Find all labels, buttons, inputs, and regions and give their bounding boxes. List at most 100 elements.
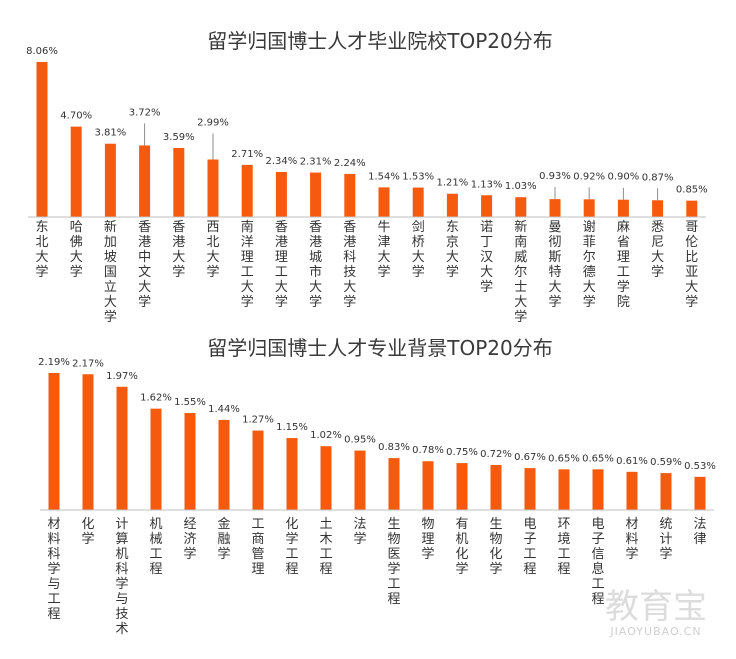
bar [660, 473, 672, 510]
data-label: 2.71% [231, 149, 263, 160]
bar [481, 195, 493, 217]
category-label: 谢菲尔德大学 [583, 219, 596, 310]
data-label: 1.97% [106, 371, 138, 382]
chart-majors: 留学归国博士人才专业背景TOP20分布 2.19% 2.17%1.97%1.62%… [38, 336, 716, 637]
category-label: 曼彻斯特大学 [548, 220, 561, 310]
bar [549, 199, 561, 217]
data-label: 1.44% [208, 404, 240, 415]
data-label: 1.27% [242, 415, 274, 426]
bar [354, 450, 366, 510]
bar [241, 164, 253, 217]
bar [207, 159, 219, 217]
category-label: 香港理工大学 [275, 220, 288, 310]
bar [139, 145, 151, 217]
category-label: 经济学 [183, 517, 196, 562]
bar [36, 62, 48, 217]
category-label: 材料科学与工程 [47, 517, 60, 622]
data-label: 2.31% [300, 157, 332, 168]
watermark-url: JIAOYUBAO.CN [609, 625, 701, 638]
data-label: 0.83% [378, 442, 410, 453]
data-label: 2.19% [38, 357, 70, 368]
bar [694, 476, 706, 510]
category-label: 材料学 [625, 517, 638, 562]
category-label-group: 材料科学与工程 化学 计算机科学与技术 机械工程 经济学 金融学 工商管理 化学工程 土木工程 法… [47, 516, 706, 637]
data-label: 0.53% [684, 461, 716, 472]
data-label: 1.54% [368, 171, 400, 182]
chart-graduate-schools: 留学归国博士人才毕业院校TOP20分布 8.06% 4.70%3.81%3.72%… [26, 29, 708, 325]
data-label-group: 8.06% 4.70%3.81%3.72% 3.59%2.99% 2.71%2.34%… [26, 46, 708, 196]
category-label: 化学工程 [285, 517, 298, 577]
category-label: 剑桥大学 [412, 219, 425, 280]
category-label: 诺丁汉大学 [480, 220, 493, 295]
data-label: 1.15% [276, 422, 308, 433]
category-label-group: 东北大学 哈佛大学 新加坡国立大学 香港中文大学 香港大学 西北大学 南洋理工大学 香港理工大… [35, 219, 698, 325]
bar [70, 126, 82, 217]
data-label: 3.81% [95, 128, 127, 139]
data-label: 3.59% [163, 132, 195, 143]
bar [456, 463, 468, 510]
data-label: 3.72% [129, 107, 161, 118]
category-label: 西北大学 [206, 220, 219, 280]
category-label: 物理学 [421, 517, 434, 562]
bar [422, 461, 434, 510]
data-label: 0.72% [480, 449, 512, 460]
data-label: 1.02% [310, 430, 342, 441]
category-label: 机械工程 [149, 517, 162, 577]
category-label: 香港大学 [172, 220, 185, 280]
watermark-logo-text: 教育宝 [605, 587, 707, 627]
bar [344, 173, 356, 217]
data-label: 1.21% [437, 178, 469, 189]
data-label: 0.93% [539, 171, 571, 182]
bar [275, 172, 287, 217]
category-label: 计算机科学与技术 [115, 517, 128, 637]
category-label: 哥伦比亚大学 [685, 220, 698, 310]
category-label: 东京大学 [446, 220, 459, 280]
data-label: 0.87% [642, 172, 674, 183]
data-label: 1.03% [505, 181, 537, 192]
data-label: 0.65% [582, 453, 614, 464]
bar [252, 430, 264, 510]
category-label: 香港科技大学 [343, 220, 356, 310]
bar [583, 199, 595, 217]
category-label: 法学 [353, 517, 366, 547]
bar [218, 419, 230, 510]
bar [173, 147, 185, 217]
bar [310, 172, 322, 217]
data-label: 2.99% [197, 118, 229, 129]
chart-title: 留学归国博士人才专业背景TOP20分布 [207, 336, 552, 360]
category-label: 法律 [693, 517, 706, 547]
bar [82, 374, 94, 510]
bar [150, 408, 162, 510]
bar [446, 193, 458, 217]
data-label: 8.06% [26, 46, 58, 57]
category-label: 香港中文大学 [138, 220, 151, 310]
bar [378, 187, 390, 217]
bar [652, 200, 664, 217]
category-label: 统计学 [659, 517, 672, 562]
bar [48, 373, 60, 510]
data-label: 0.61% [616, 456, 648, 467]
data-label: 0.85% [676, 185, 708, 196]
bar [524, 468, 536, 510]
category-label: 生物化学 [489, 517, 502, 577]
category-label: 悉尼大学 [651, 220, 664, 280]
category-label: 化学 [81, 517, 94, 547]
bar [558, 469, 570, 510]
bar [184, 413, 196, 510]
category-label: 生物医学工程 [387, 517, 400, 607]
data-label: 0.65% [548, 453, 580, 464]
category-label: 牛津大学 [377, 220, 390, 280]
data-label: 1.55% [174, 397, 206, 408]
category-label: 土木工程 [319, 517, 332, 577]
bar [686, 200, 698, 217]
category-label: 电子信息工程 [591, 517, 604, 607]
bar [592, 469, 604, 510]
category-label: 有机化学 [455, 517, 468, 577]
category-label: 电子工程 [523, 517, 536, 577]
category-label: 工商管理 [251, 517, 264, 577]
bar [286, 438, 298, 510]
data-label: 1.13% [471, 179, 503, 190]
bar [320, 446, 332, 510]
bar [515, 197, 527, 217]
